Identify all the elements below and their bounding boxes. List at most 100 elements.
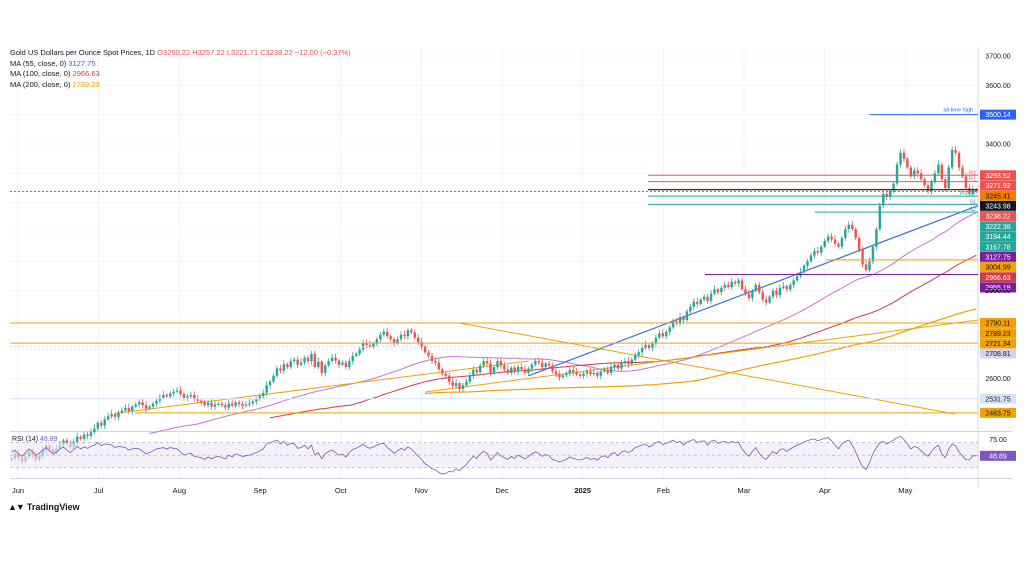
candle-body: [723, 284, 727, 288]
candle-body: [513, 367, 516, 372]
price-tag: [980, 338, 1016, 349]
candle-body: [913, 170, 916, 177]
level-label: R2: [969, 170, 976, 176]
candle-body: [227, 403, 230, 408]
candle-body: [589, 371, 592, 375]
candle-body: [840, 237, 844, 247]
candle-body: [771, 290, 775, 297]
candle-body: [265, 385, 268, 393]
price-tag-label: 3167.78: [985, 244, 1010, 251]
candle-body: [713, 289, 716, 294]
candle-body: [286, 364, 289, 368]
candle-body: [310, 353, 313, 362]
candle-body: [210, 402, 213, 407]
candle-body: [857, 237, 861, 250]
legend-ma200-row[interactable]: MA (200, close, 0) 2789.23: [10, 80, 351, 91]
candle-body: [441, 369, 444, 374]
candle-body: [802, 265, 806, 272]
tradingview-logo-icon: ▲▼: [8, 502, 25, 512]
price-tag-label: 3004.99: [985, 265, 1010, 272]
candle-body: [420, 342, 423, 347]
candle-body: [482, 361, 485, 366]
time-tick-label: Apr: [819, 486, 831, 495]
candle-body: [303, 357, 306, 363]
candle-body: [292, 359, 296, 362]
candle-body: [940, 164, 944, 180]
price-tag: [980, 317, 1016, 328]
price-tag-label: 2789.23: [985, 331, 1010, 338]
candle-body: [182, 393, 186, 398]
candle-body: [547, 363, 551, 366]
price-tag-label: 2955.18: [985, 285, 1010, 292]
candle-body: [189, 394, 193, 397]
candle-body: [65, 440, 69, 444]
candle-body: [299, 362, 303, 365]
candle-body: [975, 189, 978, 192]
candle-body: [93, 428, 96, 433]
candle-body: [492, 367, 496, 373]
candle-body: [351, 355, 354, 362]
candle-body: [220, 403, 224, 406]
candle-body: [751, 290, 754, 299]
candle-body: [916, 170, 919, 174]
candle-body: [89, 432, 93, 436]
candle-body: [258, 396, 261, 400]
candle-body: [323, 365, 327, 373]
candle-body: [799, 271, 802, 277]
legend-ma100-row[interactable]: MA (100, close, 0) 2966.63: [10, 69, 351, 80]
candle-body: [134, 404, 137, 407]
candle-body: [289, 361, 292, 368]
price-axis[interactable]: 3500.14 3293.52 3271.92 3245.41 3243.98 3238.…: [980, 54, 1016, 418]
price-tag: [980, 221, 1016, 232]
candle-body: [947, 167, 950, 189]
price-tag-label: 3500.14: [985, 112, 1010, 119]
candle-body: [923, 179, 926, 186]
time-tick-label: Nov: [415, 486, 429, 495]
candle-body: [255, 399, 258, 402]
candle-body: [620, 362, 623, 369]
candle-body: [823, 240, 826, 247]
candle-body: [706, 296, 709, 301]
time-tick-label: Aug: [173, 486, 186, 495]
candle-body: [355, 353, 358, 356]
candle-body: [926, 185, 930, 191]
legend-ma55-row[interactable]: MA (55, close, 0) 3127.75: [10, 59, 351, 70]
candle-body: [971, 189, 975, 194]
tradingview-logo[interactable]: ▲▼ TradingView: [8, 502, 80, 512]
candle-body: [131, 406, 134, 412]
candle-body: [572, 369, 575, 373]
candle-body: [334, 357, 337, 361]
candle-body: [296, 359, 299, 365]
price-tag: [980, 272, 1016, 283]
candle-body: [837, 243, 840, 247]
candle-body: [168, 393, 172, 397]
candle-body: [337, 360, 341, 365]
candle-body: [627, 361, 630, 365]
candle-body: [434, 361, 437, 363]
candle-body: [964, 176, 968, 189]
candle-body: [709, 293, 713, 301]
candle-body: [444, 373, 447, 376]
candle-body: [944, 179, 947, 189]
price-tag-label: 3243.98: [985, 203, 1010, 210]
candle-body: [820, 246, 823, 253]
candle-body: [520, 367, 523, 370]
tradingview-logo-text: TradingView: [26, 502, 80, 512]
candle-body: [957, 152, 961, 168]
candle-body: [527, 368, 530, 373]
candle-body: [585, 371, 589, 374]
candle-body: [241, 403, 244, 406]
legend-low: L3221.71: [226, 48, 259, 57]
candle-body: [851, 224, 854, 230]
candle-body: [909, 167, 913, 177]
candle-body: [871, 246, 875, 262]
candle-body: [186, 396, 189, 398]
time-tick-label: Jul: [94, 486, 104, 495]
candle-body: [902, 152, 906, 159]
candle-body: [217, 403, 220, 405]
time-axis[interactable]: Jun Jul Aug Sep Oct Nov Dec 2025 Feb Mar Apr May: [12, 486, 913, 495]
candle-body: [606, 369, 609, 373]
candle-body: [599, 371, 602, 376]
candle-body: [358, 349, 361, 354]
